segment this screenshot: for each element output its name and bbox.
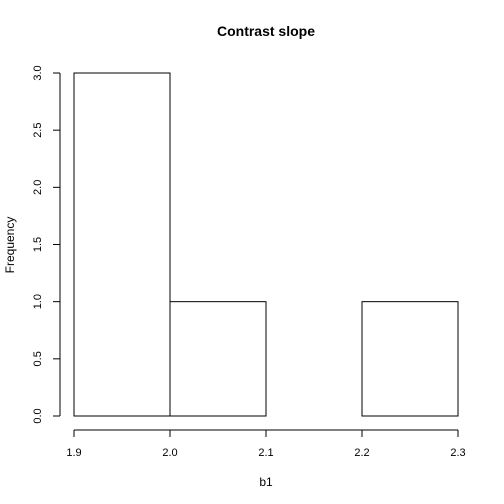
x-tick-label-1: 2.0 [162, 447, 177, 459]
x-tick-label-0: 1.9 [66, 447, 81, 459]
y-tick-label-1: 0.5 [32, 351, 44, 366]
x-axis: 1.9 2.0 2.1 2.2 2.3 [66, 429, 466, 459]
chart-title: Contrast slope [217, 23, 315, 39]
y-tick-label-6: 3.0 [32, 65, 44, 80]
x-tick-label-2: 2.1 [258, 447, 273, 459]
histogram-bar-3 [361, 301, 459, 417]
histogram-bar-1 [169, 301, 267, 417]
x-axis-label: b1 [259, 475, 273, 489]
histogram-bar-0 [73, 72, 171, 417]
bars-group [73, 72, 459, 417]
x-tick-label-3: 2.2 [354, 447, 369, 459]
y-tick-label-3: 1.5 [32, 237, 44, 252]
x-tick-label-4: 2.3 [450, 447, 465, 459]
y-tick-label-0: 0.0 [32, 408, 44, 423]
y-tick-label-4: 2.0 [32, 180, 44, 195]
y-axis-label: Frequency [3, 217, 17, 274]
y-tick-label-2: 1.0 [32, 294, 44, 309]
y-axis: 0.0 0.5 1.0 1.5 2.0 2.5 3.0 [32, 65, 61, 424]
y-tick-label-5: 2.5 [32, 123, 44, 138]
